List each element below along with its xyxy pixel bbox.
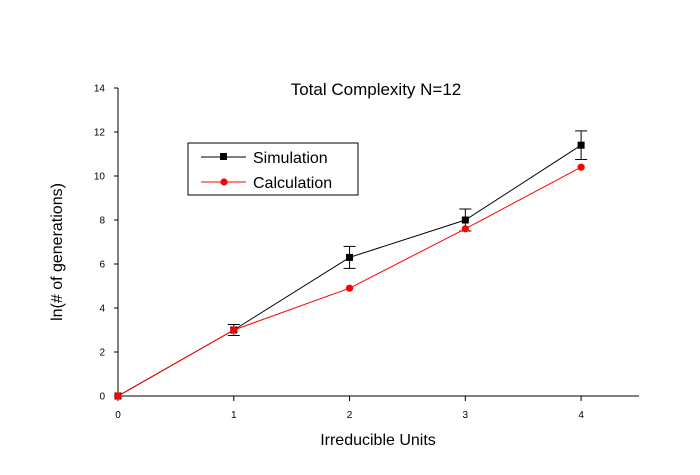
x-tick-label: 0: [115, 410, 121, 421]
y-tick-label: 12: [94, 128, 106, 139]
y-axis-title: ln(# of generations): [49, 183, 66, 321]
simulation-point: [577, 141, 585, 149]
legend-label-simulation: Simulation: [253, 150, 328, 167]
legend: Simulation Calculation: [187, 142, 359, 196]
x-tick-label: 1: [231, 410, 237, 421]
calculation-point: [114, 392, 122, 400]
simulation-point: [461, 216, 469, 224]
y-tick-label: 4: [99, 304, 105, 315]
calculation-point: [345, 284, 354, 292]
y-tick-label: 8: [99, 216, 105, 227]
calculation-point: [577, 163, 585, 171]
y-ticks: 0 2 4 6 8 10 12 14: [94, 84, 118, 403]
axes: [117, 88, 639, 397]
series-layer: [114, 130, 588, 400]
legend-box: [187, 142, 359, 196]
y-tick-label: 6: [99, 260, 105, 271]
x-tick-label: 3: [463, 410, 469, 421]
calculation-point: [461, 225, 469, 233]
y-tick-label: 14: [94, 84, 106, 95]
x-axis-title: Irreducible Units: [320, 432, 436, 449]
legend-label-calculation: Calculation: [253, 175, 332, 192]
x-tick-label: 2: [347, 410, 353, 421]
calculation-point: [230, 326, 238, 334]
legend-marker-calculation: [220, 178, 228, 186]
x-ticks: 0 1 2 3 4: [115, 396, 584, 421]
y-tick-label: 2: [99, 348, 105, 359]
legend-marker-simulation: [220, 153, 227, 160]
calculation-line: [117, 166, 582, 397]
chart-title: Total Complexity N=12: [291, 80, 462, 99]
y-tick-label: 0: [99, 392, 105, 403]
series-calculation: [114, 163, 585, 400]
x-tick-label: 4: [578, 410, 584, 421]
simulation-point: [346, 253, 354, 261]
y-tick-label: 10: [94, 172, 106, 183]
